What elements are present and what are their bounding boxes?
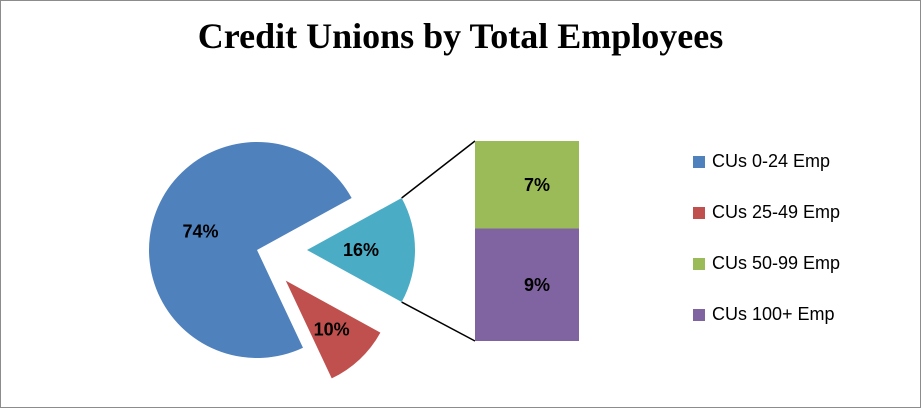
legend-swatch-cus-100-emp — [693, 309, 705, 321]
legend-swatch-cus-0-24-emp — [693, 156, 705, 168]
legend-label-cus-25-49-emp: CUs 25-49 Emp — [712, 202, 840, 222]
data-label-other: 16% — [343, 240, 379, 260]
bar-segment-cus-50-99-emp — [475, 141, 579, 229]
bar-segment-cus-100-emp — [475, 228, 579, 341]
connector-line-bottom — [401, 301, 476, 342]
data-label-cus-0-24-emp: 74% — [182, 222, 218, 242]
data-label-cus-25-49-emp: 10% — [314, 319, 350, 339]
pie-slice-cus-25-49-emp — [285, 280, 381, 379]
legend-label-cus-100-emp: CUs 100+ Emp — [712, 304, 835, 324]
data-label-cus-100-emp: 9% — [524, 275, 550, 295]
chart-title: Credit Unions by Total Employees — [197, 16, 724, 56]
legend-label-cus-0-24-emp: CUs 0-24 Emp — [712, 151, 830, 171]
connector-line-top — [401, 140, 476, 199]
data-label-cus-50-99-emp: 7% — [524, 175, 550, 195]
pie-slice-other — [307, 197, 415, 303]
legend-swatch-cus-50-99-emp — [693, 258, 705, 270]
pie-slice-cus-0-24-emp — [149, 142, 352, 359]
legend-label-cus-50-99-emp: CUs 50-99 Emp — [712, 253, 840, 273]
legend-swatch-cus-25-49-emp — [693, 207, 705, 219]
